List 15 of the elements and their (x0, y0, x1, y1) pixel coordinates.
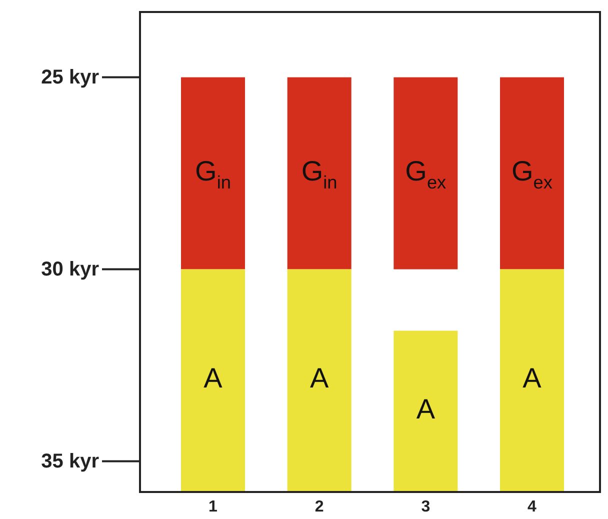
y-tick-label: 25 kyr (41, 66, 100, 89)
y-tick-label: 30 kyr (41, 258, 100, 281)
data-label: A (310, 363, 329, 394)
data-label: A (522, 363, 542, 394)
data-label: G$_{ex}$ (405, 156, 446, 192)
data-label: A (204, 363, 223, 394)
data-label: G$_{in}$ (301, 156, 338, 192)
data-label: G$_{in}$ (195, 156, 231, 192)
x-tick-label: 4 (528, 498, 537, 516)
y-tick-label: 35 kyr (41, 450, 100, 473)
x-tick-label: 2 (314, 498, 324, 516)
x-tick-label: 3 (421, 498, 430, 516)
data-label: G$_{ex}$ (512, 156, 552, 192)
data-label: A (416, 394, 436, 425)
x-tick-label: 1 (208, 498, 218, 516)
